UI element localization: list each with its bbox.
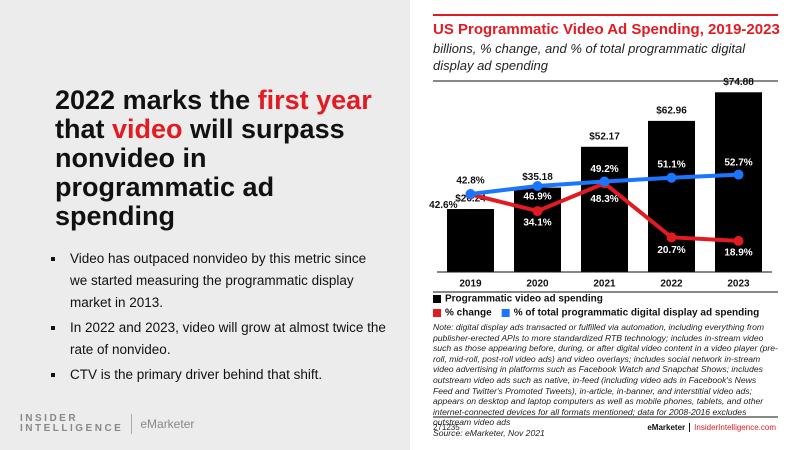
left-panel: 2022 marks the first year that video wil… [0, 0, 410, 450]
footer-brand: eMarketer [647, 423, 686, 432]
logo: INSIDER INTELLIGENCE eMarketer [20, 414, 194, 434]
headline-text: will surpass nonvideo in programmatic ad… [55, 114, 345, 231]
point [733, 235, 744, 246]
chart-subtitle: billions, % change, and % of total progr… [433, 41, 746, 73]
x-tick-label: 2021 [593, 279, 616, 290]
value-label: 34.1% [523, 218, 551, 229]
value-label: $35.18 [522, 172, 553, 183]
logo-text: INSIDER INTELLIGENCE [20, 414, 123, 434]
legend-label: Programmatic video ad spending [445, 294, 603, 305]
chart-id: 271235 [433, 423, 460, 432]
point [532, 180, 543, 191]
bar [581, 146, 628, 272]
note: Note: digital display ads transacted or … [433, 322, 778, 439]
note-text: Note: digital display ads transacted or … [433, 322, 778, 428]
x-tick-label: 2020 [526, 279, 549, 290]
point [666, 172, 677, 183]
logo-brand: eMarketer [140, 417, 195, 431]
bullet: Video has outpaced nonvideo by this metr… [66, 248, 386, 314]
legend-swatch [433, 309, 441, 317]
logo-bottom: INTELLIGENCE [20, 423, 124, 434]
value-label: $74.88 [723, 77, 754, 88]
logo-top: INSIDER [20, 413, 79, 424]
value-label: 20.7% [657, 245, 685, 256]
value-label: 42.6% [429, 200, 457, 211]
value-label: 18.9% [724, 247, 752, 258]
x-tick-label: 2022 [660, 279, 683, 290]
headline: 2022 marks the first year that video wil… [55, 86, 385, 231]
logo-separator [131, 414, 133, 434]
value-label: 46.9% [523, 192, 551, 203]
value-label: 42.8% [456, 176, 484, 187]
headline-highlight: first year [257, 85, 372, 115]
headline-text: that [55, 114, 112, 144]
point [733, 169, 744, 180]
subtitle-box: billions, % change, and % of total progr… [433, 41, 746, 73]
bar [648, 120, 695, 272]
value-label: 52.7% [724, 157, 752, 168]
source: Source: eMarketer, Nov 2021 [433, 427, 545, 438]
legend-label: % change [445, 308, 492, 319]
x-tick-label: 2023 [727, 279, 750, 290]
chart-title: US Programmatic Video Ad Spending, 2019-… [433, 21, 780, 38]
value-label: 49.2% [590, 164, 618, 175]
x-tick-label: 2019 [459, 279, 482, 290]
value-label: $52.17 [589, 131, 620, 142]
bullet: CTV is the primary driver behind that sh… [66, 364, 386, 386]
bar [447, 209, 494, 272]
value-label: $62.96 [656, 106, 687, 117]
bar [514, 187, 561, 272]
footer-site: InsiderIntelligence.com [689, 423, 776, 432]
headline-highlight: video [112, 114, 183, 144]
value-label: 51.1% [657, 159, 685, 170]
bullet: In 2022 and 2023, video will grow at alm… [66, 317, 386, 361]
legend-swatch [501, 309, 510, 317]
legend-swatch [433, 295, 441, 303]
headline-text: 2022 marks the [55, 85, 258, 115]
point [532, 206, 543, 217]
point [465, 189, 476, 200]
legend-label: % of total programmatic digital display … [514, 308, 760, 319]
footer: eMarketer InsiderIntelligence.com [647, 423, 776, 432]
bullet-list: Video has outpaced nonvideo by this metr… [50, 248, 386, 389]
point [666, 232, 677, 243]
point [599, 176, 610, 187]
value-label: 48.3% [590, 194, 618, 205]
